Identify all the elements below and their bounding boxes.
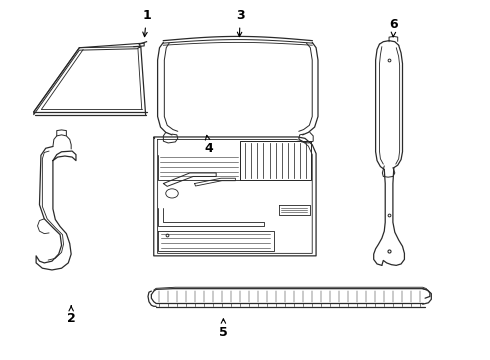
Text: 3: 3 — [236, 9, 245, 37]
Text: 2: 2 — [67, 306, 75, 325]
Text: 4: 4 — [205, 135, 213, 155]
Text: 5: 5 — [219, 319, 228, 339]
Text: 6: 6 — [390, 18, 398, 37]
Text: 1: 1 — [142, 9, 151, 37]
